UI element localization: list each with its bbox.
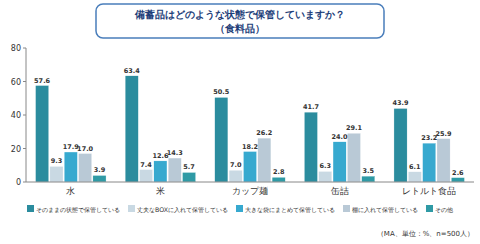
bar <box>451 178 464 182</box>
title: 備蓄品はどのような状態で保管していますか？ <box>134 9 345 21</box>
y-axis <box>26 48 27 182</box>
x-axis <box>26 182 474 183</box>
y-tick-label: 60 <box>11 78 21 87</box>
data-label: 6.3 <box>320 162 332 170</box>
bar <box>408 172 421 182</box>
bar <box>347 133 360 182</box>
legend-swatch <box>27 205 34 212</box>
bar <box>36 86 49 182</box>
x-tick-label: 水 <box>66 186 75 196</box>
title-box <box>96 4 384 38</box>
bar <box>125 76 138 182</box>
data-label: 5.7 <box>183 163 195 171</box>
data-label: 29.1 <box>346 124 363 132</box>
data-label: 26.2 <box>256 129 272 137</box>
bar <box>183 172 196 182</box>
bar <box>243 152 256 182</box>
data-label: 43.9 <box>393 99 410 107</box>
chart-svg: 備蓄品はどのような状態で保管していますか？ （食料品） 0 20 40 60 80 57.6 6… <box>0 0 480 244</box>
data-label: 41.7 <box>303 103 319 111</box>
bar <box>229 170 242 182</box>
data-label: 3.9 <box>94 166 106 174</box>
legend-swatch <box>128 205 135 212</box>
data-label: 18.2 <box>242 143 258 151</box>
x-tick-label: カップ麺 <box>232 186 268 196</box>
bar <box>168 158 181 182</box>
subtitle: （食料品） <box>215 23 265 34</box>
data-label: 6.1 <box>409 163 421 171</box>
bar <box>79 154 92 182</box>
legend-label: そのままの状態で保管している <box>36 206 120 214</box>
data-labels: 57.663.450.541.743.99.37.47.06.36.117.91… <box>34 67 464 177</box>
annotation: （MA、単位：%、n=500人） <box>377 230 474 238</box>
bar <box>319 171 332 182</box>
bar <box>272 177 285 182</box>
bar <box>93 175 106 182</box>
legend-label: その他 <box>435 206 453 214</box>
bar <box>64 152 77 182</box>
x-tick-label: 缶詰 <box>331 186 349 196</box>
data-label: 3.5 <box>363 167 375 175</box>
y-tick-label: 80 <box>11 44 21 53</box>
legend-label: 棚に入れて保管している <box>352 206 418 213</box>
y-tick-label: 20 <box>11 145 21 154</box>
y-tick-label: 0 <box>16 178 21 187</box>
bar <box>258 138 271 182</box>
bar <box>304 112 317 182</box>
legend-label: 大きな袋にまとめて保管している <box>245 206 335 214</box>
chart-container: 備蓄品はどのような状態で保管していますか？ （食料品） 0 20 40 60 80 57.6 6… <box>0 0 480 244</box>
bar <box>139 170 152 182</box>
x-tick-label: レトルト食品 <box>402 186 456 196</box>
bar <box>333 142 346 182</box>
bar <box>50 166 63 182</box>
data-label: 17.0 <box>77 145 94 153</box>
data-label: 7.4 <box>140 161 152 169</box>
data-label: 14.3 <box>167 149 183 157</box>
data-label: 25.9 <box>436 130 453 138</box>
data-label: 9.3 <box>51 157 63 165</box>
data-label: 2.8 <box>273 168 285 176</box>
data-label: 63.4 <box>124 67 141 75</box>
data-label: 50.5 <box>213 88 230 96</box>
data-label: 7.0 <box>230 161 242 169</box>
x-tick-label: 米 <box>156 186 165 196</box>
bar <box>215 97 228 182</box>
bar <box>362 176 375 182</box>
bar <box>154 161 167 182</box>
bar <box>423 143 436 182</box>
legend-swatch <box>426 205 433 212</box>
bars <box>36 76 465 182</box>
data-label: 2.6 <box>452 169 464 177</box>
data-label: 57.6 <box>34 77 51 85</box>
legend-swatch <box>236 205 243 212</box>
legend: そのままの状態で保管している 丈夫なBOXに入れて保管している 大きな袋にまとめて保… <box>27 205 453 214</box>
legend-swatch <box>343 205 350 212</box>
legend-label: 丈夫なBOXに入れて保管している <box>137 206 228 214</box>
y-tick-label: 40 <box>11 111 21 120</box>
data-label: 24.0 <box>332 133 349 141</box>
bar <box>437 139 450 182</box>
bar <box>394 108 407 182</box>
